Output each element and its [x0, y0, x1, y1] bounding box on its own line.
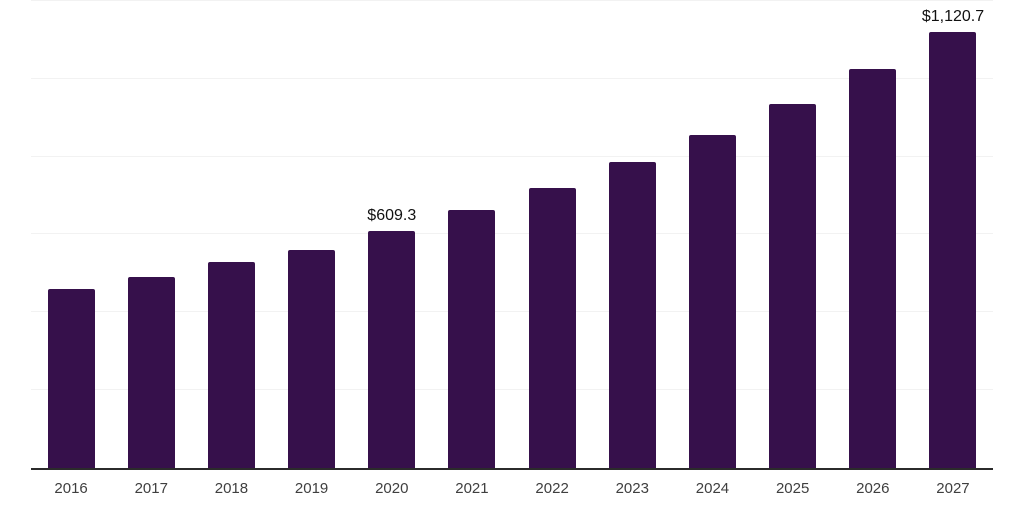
bar-2024 [688, 134, 736, 468]
gridline-1000 [31, 78, 993, 79]
x-axis-labels: 2016 2017 2018 2019 2020 2021 2022 2023 2024 2025… [31, 478, 993, 500]
gridline-600 [31, 233, 993, 234]
bar-slot-2019 [272, 0, 352, 468]
bar-2026 [849, 68, 897, 468]
gridline-1200 [31, 0, 993, 1]
bar-2021 [448, 210, 496, 468]
bar-slot-2016 [31, 0, 111, 468]
x-tick-2020: 2020 [375, 480, 409, 497]
bar-2025 [769, 103, 817, 468]
bar-slot-2027: $1,120.7 [913, 0, 993, 468]
bar-2022 [528, 187, 576, 468]
x-tick-2019: 2019 [294, 480, 329, 497]
bar-slot-2017 [111, 0, 191, 468]
bar-slot-2026 [833, 0, 913, 468]
plot-area: $609.3 $1,120.7 [31, 0, 993, 470]
bar-2018 [207, 262, 255, 468]
x-tick-2016: 2016 [54, 480, 88, 497]
bar-2027 [929, 31, 977, 468]
bar-slot-2023 [592, 0, 672, 468]
bar-slot-2021 [432, 0, 512, 468]
x-tick-2025: 2025 [775, 480, 810, 497]
x-tick-2024: 2024 [695, 480, 730, 497]
x-tick-2027: 2027 [936, 480, 970, 497]
x-tick-2026: 2026 [856, 480, 890, 497]
x-tick-2021: 2021 [455, 480, 489, 497]
bar-slot-2020: $609.3 [352, 0, 432, 468]
bar-slot-2022 [512, 0, 592, 468]
bar-slot-2025 [753, 0, 833, 468]
bar-slot-2018 [191, 0, 271, 468]
x-tick-2018: 2018 [214, 480, 249, 497]
x-tick-2023: 2023 [615, 480, 649, 497]
data-label-2020: $609.3 [367, 206, 417, 224]
bar-2023 [608, 162, 656, 468]
bar-2017 [127, 277, 175, 468]
x-tick-2017: 2017 [134, 480, 168, 497]
bar-2016 [47, 289, 95, 468]
gridline-400 [31, 311, 993, 312]
bar-slot-2024 [672, 0, 752, 468]
bars-layer: $609.3 $1,120.7 [31, 0, 993, 468]
gridline-800 [31, 156, 993, 157]
data-label-2027: $1,120.7 [921, 7, 985, 25]
x-tick-2022: 2022 [535, 480, 569, 497]
bar-2020 [368, 230, 416, 468]
gridline-200 [31, 389, 993, 390]
bar-2019 [288, 249, 336, 468]
